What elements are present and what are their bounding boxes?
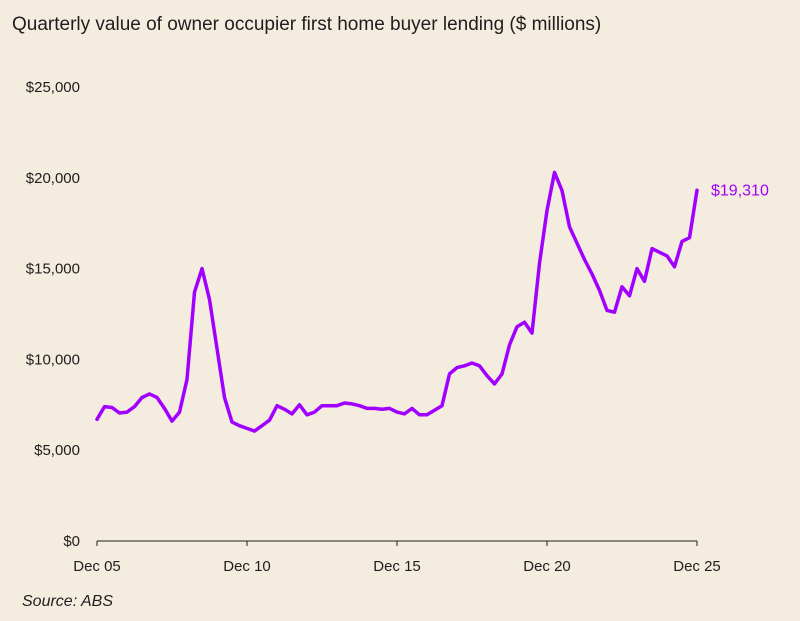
x-tick-label: Dec 25 (673, 558, 721, 575)
x-tick-label: Dec 15 (373, 558, 421, 575)
end-value-label: $19,310 (711, 182, 769, 199)
series-line (95, 170, 699, 433)
x-tick-label: Dec 20 (523, 558, 571, 575)
chart-title: Quarterly value of owner occupier first … (12, 14, 602, 35)
x-tick-label: Dec 10 (223, 558, 271, 575)
y-tick-label: $0 (63, 533, 80, 550)
y-tick-label: $25,000 (26, 79, 80, 96)
y-tick-label: $10,000 (26, 351, 80, 368)
y-tick-label: $20,000 (26, 170, 80, 187)
source-note: Source: ABS (22, 593, 114, 610)
y-tick-label: $5,000 (34, 442, 80, 459)
x-tick-label: Dec 05 (73, 558, 121, 575)
y-tick-label: $15,000 (26, 261, 80, 278)
